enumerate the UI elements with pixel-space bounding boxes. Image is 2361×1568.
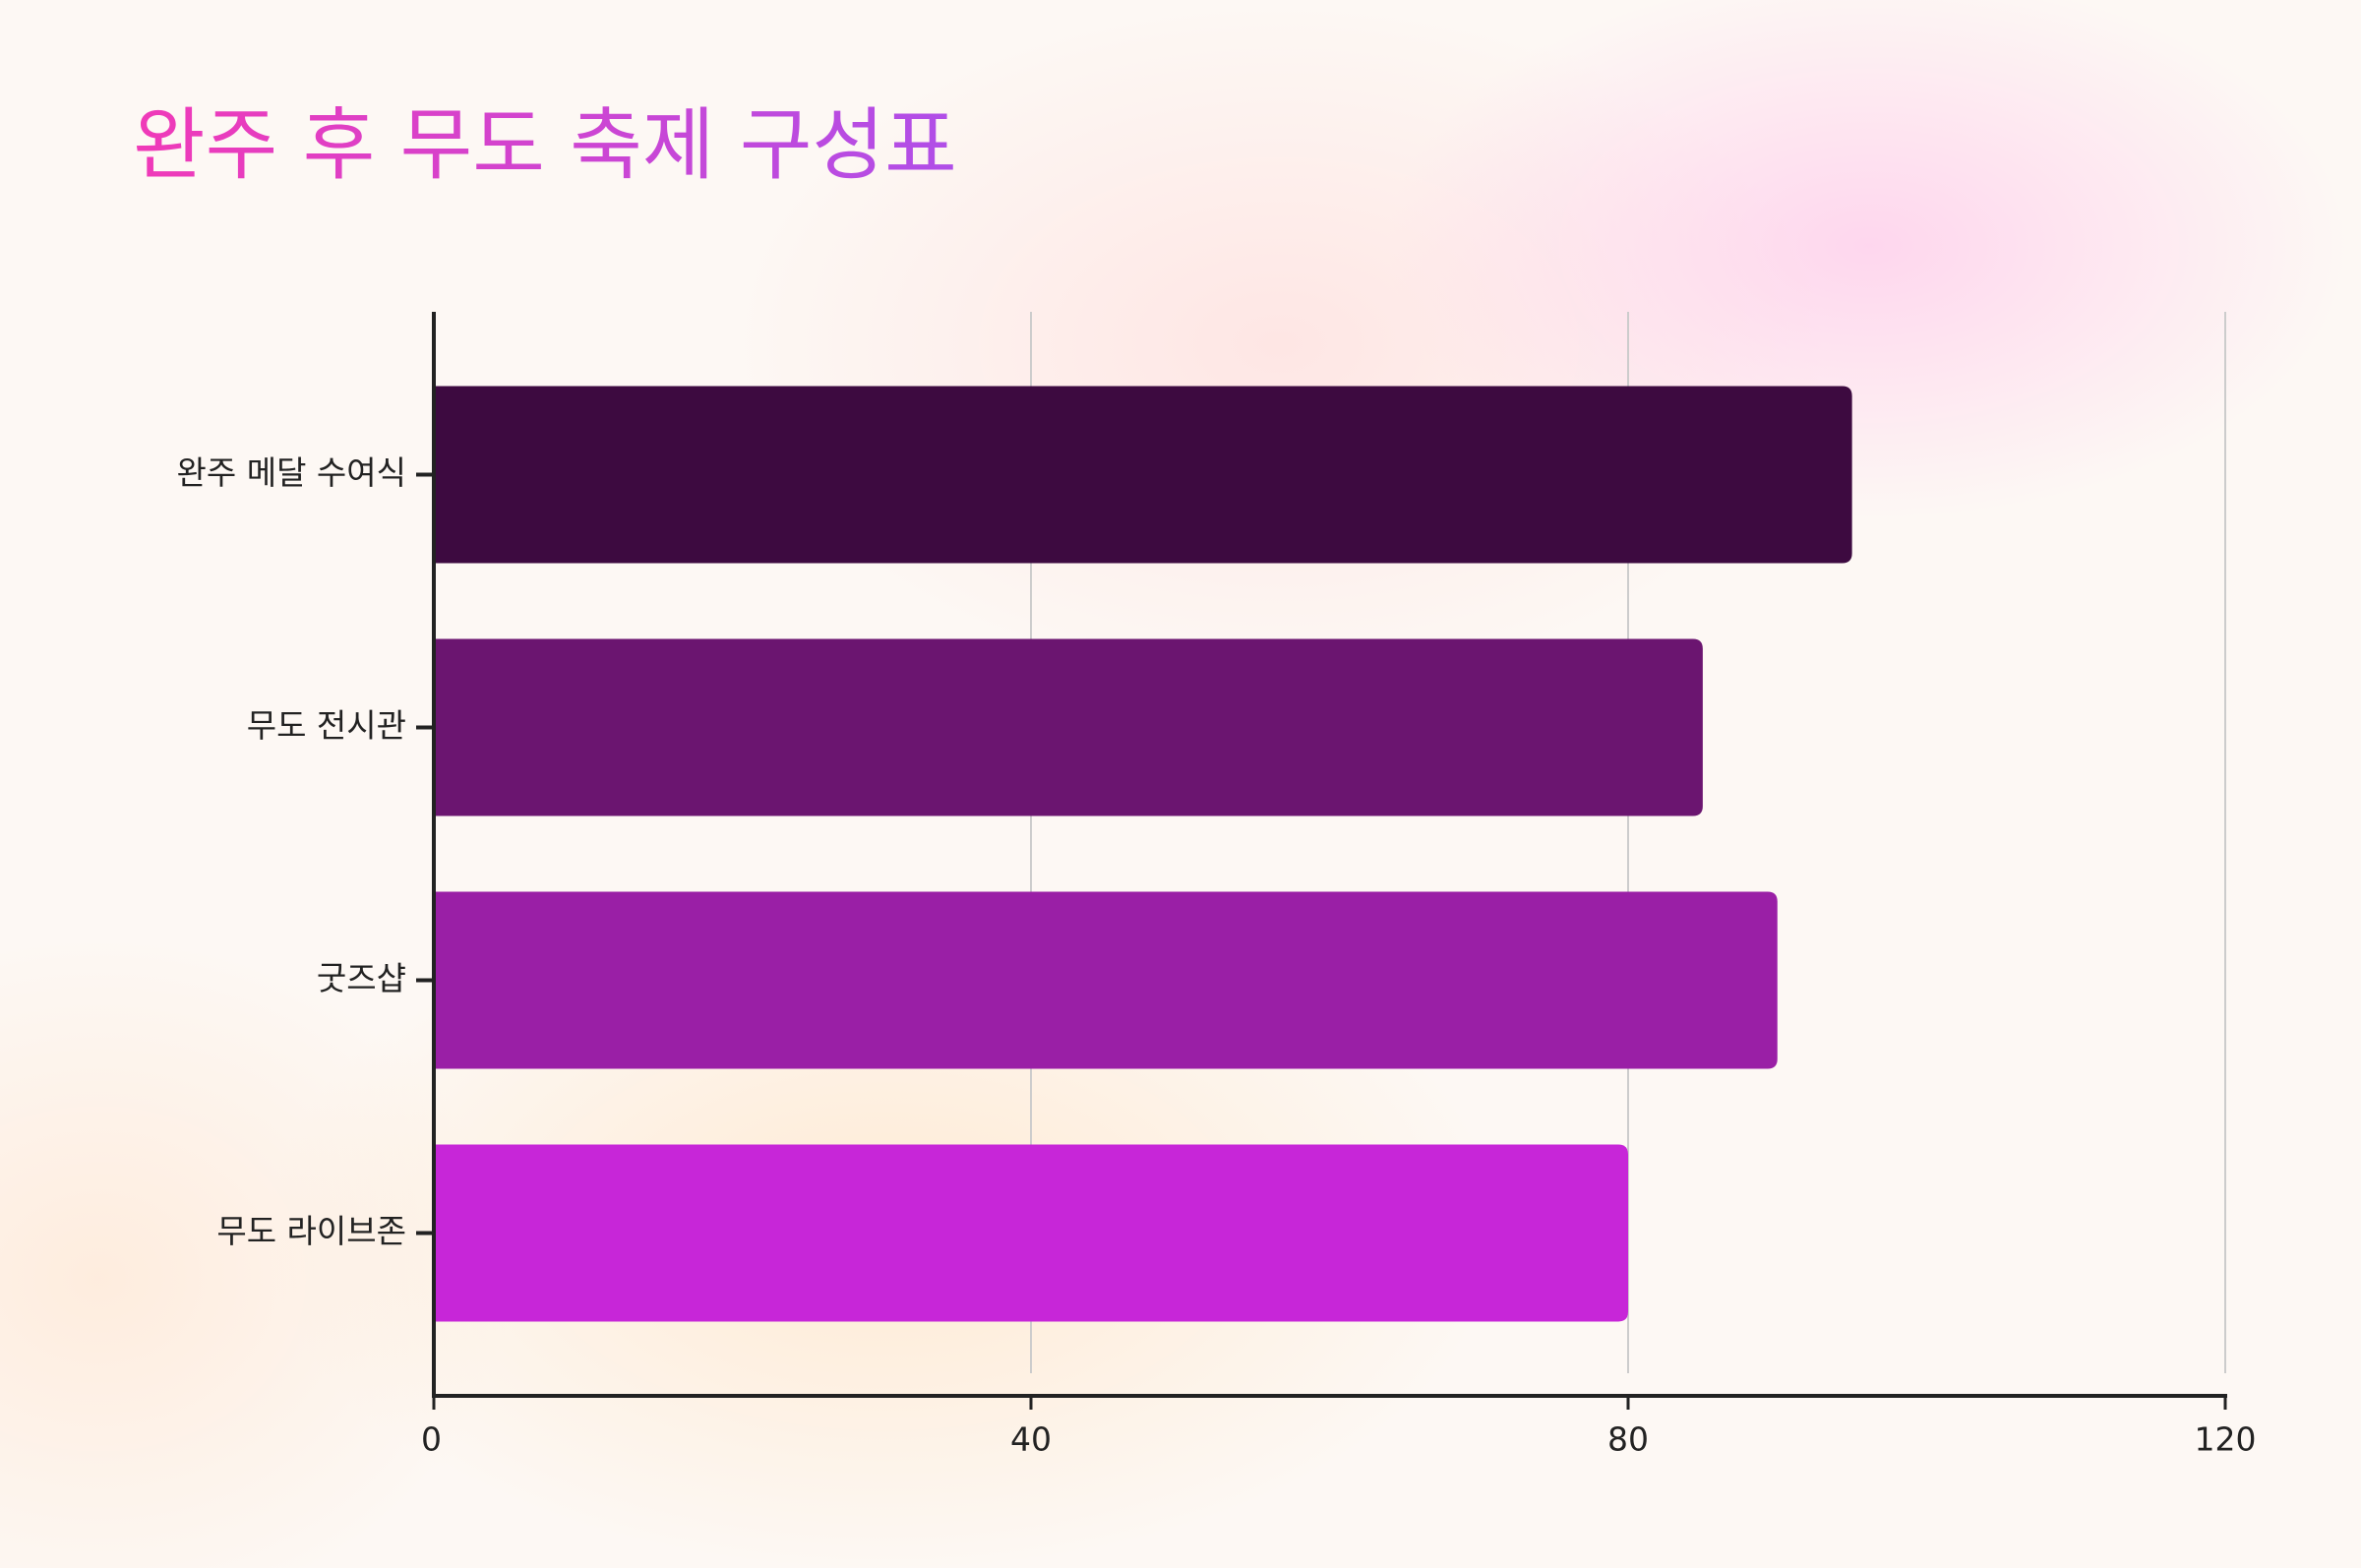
chart-title: 완주 후 무도 축제 구성표 bbox=[133, 99, 957, 191]
bar bbox=[434, 891, 1778, 1069]
y-tick-label: 무도 전시관 bbox=[247, 706, 406, 745]
x-tick-label: 40 bbox=[1010, 1420, 1052, 1459]
bar bbox=[434, 1144, 1628, 1322]
y-tick-label: 무도 라이브존 bbox=[216, 1212, 406, 1250]
x-tick-label: 120 bbox=[2195, 1420, 2257, 1459]
bar bbox=[434, 638, 1703, 816]
x-tick-label: 0 bbox=[421, 1420, 442, 1459]
y-tick-label: 굿즈샵 bbox=[317, 959, 406, 997]
y-tick-label: 완주 메달 수여식 bbox=[177, 453, 407, 492]
x-tick-label: 80 bbox=[1607, 1420, 1649, 1459]
bar bbox=[434, 386, 1852, 564]
